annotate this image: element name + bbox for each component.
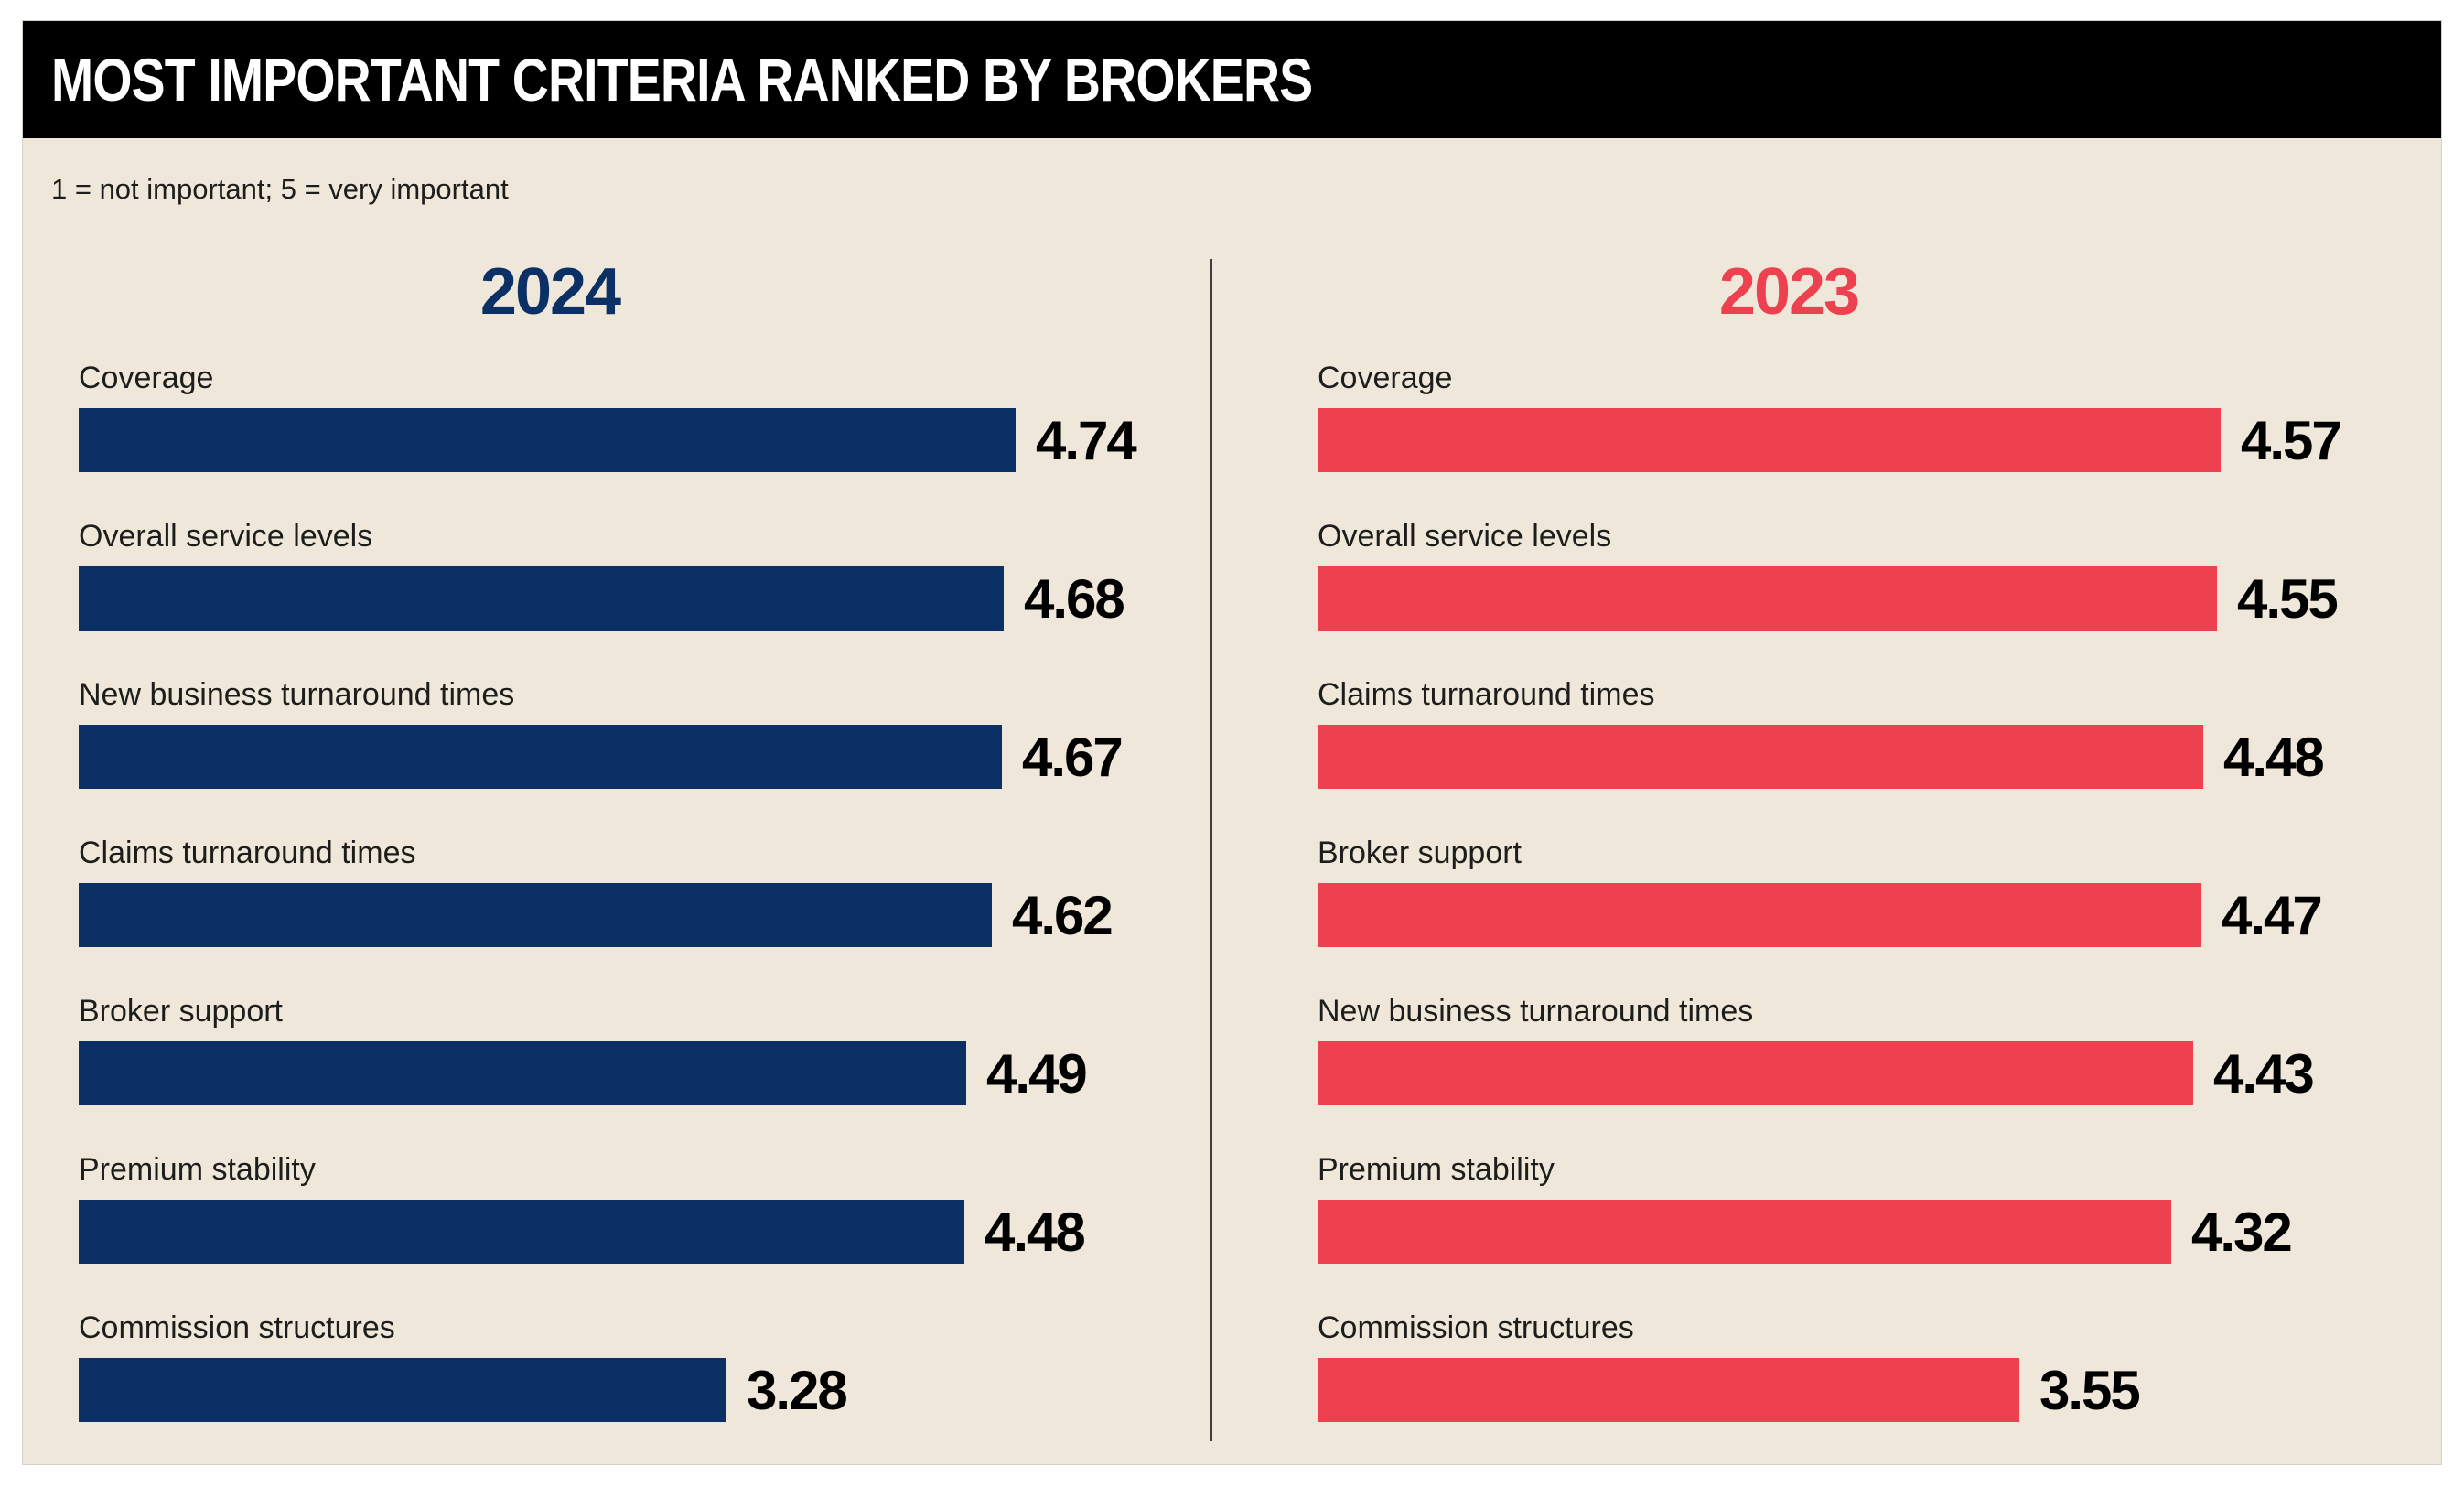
bar-label: New business turnaround times bbox=[79, 677, 515, 712]
bar-line: 3.28 bbox=[79, 1358, 1204, 1422]
bar-label: Coverage bbox=[79, 361, 214, 395]
bar bbox=[1318, 725, 2203, 789]
title-bar: MOST IMPORTANT CRITERIA RANKED BY BROKER… bbox=[23, 21, 2441, 138]
bar-value: 4.57 bbox=[2241, 409, 2342, 471]
bar bbox=[79, 1200, 964, 1264]
column-2023: 2023 Coverage 4.57 Overall service level… bbox=[1318, 259, 2443, 1468]
bar-label: Broker support bbox=[1318, 835, 1522, 870]
chart-row: Claims turnaround times 4.62 bbox=[79, 835, 1204, 947]
column-header-2023: 2023 bbox=[1718, 255, 1860, 329]
bar-value: 3.28 bbox=[747, 1359, 848, 1421]
bar-line: 4.48 bbox=[1318, 725, 2443, 789]
column-header-2024: 2024 bbox=[479, 255, 621, 329]
bar-line: 4.67 bbox=[79, 725, 1204, 789]
bar-value: 4.74 bbox=[1036, 409, 1137, 471]
bar-value: 3.55 bbox=[2039, 1359, 2141, 1421]
bar-label: Commission structures bbox=[79, 1310, 395, 1345]
bar-label: Claims turnaround times bbox=[79, 835, 416, 870]
chart-subtitle: 1 = not important; 5 = very important bbox=[51, 173, 509, 205]
bar-label: New business turnaround times bbox=[1318, 994, 1754, 1029]
bar-value: 4.55 bbox=[2237, 567, 2339, 630]
chart-row: Claims turnaround times 4.48 bbox=[1318, 676, 2443, 789]
chart-row: Overall service levels 4.68 bbox=[79, 518, 1204, 631]
chart-row: Commission structures 3.28 bbox=[79, 1310, 1204, 1422]
bar-line: 4.49 bbox=[79, 1041, 1204, 1105]
bar-line: 4.43 bbox=[1318, 1041, 2443, 1105]
bar bbox=[1318, 1041, 2193, 1105]
bar-value: 4.47 bbox=[2222, 884, 2323, 946]
bar-value: 4.48 bbox=[2223, 726, 2325, 788]
bar-line: 4.62 bbox=[79, 883, 1204, 947]
bar bbox=[79, 725, 1002, 789]
chart-row: Broker support 4.47 bbox=[1318, 835, 2443, 947]
chart-panel: MOST IMPORTANT CRITERIA RANKED BY BROKER… bbox=[22, 20, 2442, 1465]
bar-line: 4.74 bbox=[79, 408, 1204, 472]
bar-value: 4.48 bbox=[985, 1201, 1086, 1263]
bar-line: 4.57 bbox=[1318, 408, 2443, 472]
bar-line: 4.48 bbox=[79, 1200, 1204, 1264]
bar bbox=[79, 1041, 966, 1105]
bar-line: 4.68 bbox=[79, 566, 1204, 631]
bar bbox=[79, 1358, 726, 1422]
bar-label: Commission structures bbox=[1318, 1310, 1634, 1345]
bar-value: 4.68 bbox=[1024, 567, 1125, 630]
bar-value: 4.43 bbox=[2213, 1042, 2315, 1105]
bar-label: Overall service levels bbox=[1318, 519, 1612, 554]
chart-row: Overall service levels 4.55 bbox=[1318, 518, 2443, 631]
bar bbox=[79, 883, 992, 947]
chart-row: Coverage 4.74 bbox=[79, 360, 1204, 472]
bar-line: 3.55 bbox=[1318, 1358, 2443, 1422]
bar bbox=[79, 566, 1004, 631]
bar bbox=[1318, 1200, 2171, 1264]
bar-label: Overall service levels bbox=[79, 519, 373, 554]
bar-label: Coverage bbox=[1318, 361, 1453, 395]
bar-value: 4.49 bbox=[986, 1042, 1088, 1105]
bar-line: 4.32 bbox=[1318, 1200, 2443, 1264]
chart-row: Premium stability 4.48 bbox=[79, 1151, 1204, 1264]
bar-value: 4.62 bbox=[1012, 884, 1114, 946]
chart-row: Premium stability 4.32 bbox=[1318, 1151, 2443, 1264]
bar bbox=[1318, 408, 2221, 472]
chart-row: New business turnaround times 4.43 bbox=[1318, 993, 2443, 1105]
bar-label: Premium stability bbox=[79, 1152, 316, 1187]
chart-row: New business turnaround times 4.67 bbox=[79, 676, 1204, 789]
chart-row: Broker support 4.49 bbox=[79, 993, 1204, 1105]
bar-value: 4.32 bbox=[2191, 1201, 2293, 1263]
bar bbox=[1318, 1358, 2019, 1422]
bar-label: Broker support bbox=[79, 994, 283, 1029]
bar bbox=[1318, 883, 2201, 947]
chart-row: Coverage 4.57 bbox=[1318, 360, 2443, 472]
chart-title: MOST IMPORTANT CRITERIA RANKED BY BROKER… bbox=[51, 46, 1313, 113]
column-2024: 2024 Coverage 4.74 Overall service level… bbox=[79, 259, 1204, 1468]
bar-label: Claims turnaround times bbox=[1318, 677, 1655, 712]
chart-row: Commission structures 3.55 bbox=[1318, 1310, 2443, 1422]
bar-label: Premium stability bbox=[1318, 1152, 1555, 1187]
bar-line: 4.47 bbox=[1318, 883, 2443, 947]
column-divider bbox=[1210, 259, 1212, 1441]
bar-value: 4.67 bbox=[1022, 726, 1124, 788]
bar bbox=[79, 408, 1016, 472]
bar bbox=[1318, 566, 2217, 631]
bar-line: 4.55 bbox=[1318, 566, 2443, 631]
